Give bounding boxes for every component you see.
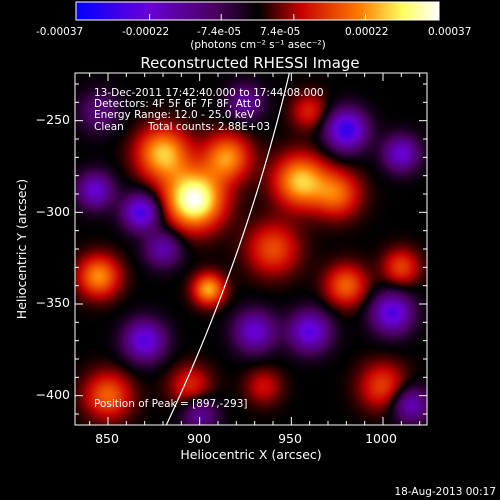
- chart-title: Reconstructed RHESSI Image: [140, 54, 359, 72]
- axis-ticks: [75, 73, 427, 425]
- x-tick-label: 900: [187, 431, 211, 446]
- colorbar-tick-label: -0.00037: [36, 26, 83, 38]
- annotation-energy: Energy Range: 12.0 - 25.0 keV: [94, 109, 255, 121]
- colorbar-tick-label: -7.4e-05: [197, 26, 241, 38]
- colorbar-ticks: [75, 14, 440, 20]
- heatmap-image: [75, 73, 427, 425]
- annotation-time: 13-Dec-2011 17:42:40.000 to 17:44:08.000: [94, 87, 324, 99]
- annotation-method: Clean: [94, 121, 124, 133]
- x-tick-label: 850: [95, 431, 119, 446]
- y-axis-label: Heliocentric Y (arcsec): [14, 179, 29, 319]
- colorbar: [75, 1, 440, 21]
- colorbar-tick-label: 7.4e-05: [260, 26, 300, 38]
- y-tick-label: −350: [36, 295, 70, 310]
- y-tick-label: −300: [36, 204, 70, 219]
- x-tick-label: 950: [278, 431, 302, 446]
- footer-date: 18-Aug-2013 00:17: [394, 486, 496, 498]
- colorbar-tick-label: -0.00022: [122, 26, 169, 38]
- annotation-counts: Total counts: 2.88E+03: [147, 121, 270, 133]
- solar-limb-line: [165, 73, 290, 425]
- annotation-peak: Position of Peak = [897,-293]: [94, 398, 248, 410]
- colorbar-tick-label: 0.00022: [345, 26, 388, 38]
- x-axis-label: Heliocentric X (arcsec): [180, 447, 321, 462]
- x-tick-label: 1000: [365, 431, 397, 446]
- y-tick-label: −400: [36, 387, 70, 402]
- colorbar-unit: (photons cm⁻² s⁻¹ asec⁻²): [190, 39, 325, 51]
- annotation-detectors: Detectors: 4F 5F 6F 7F 8F, Att 0: [94, 98, 261, 110]
- y-tick-label: −250: [36, 112, 70, 127]
- colorbar-tick-label: 0.00037: [428, 26, 471, 38]
